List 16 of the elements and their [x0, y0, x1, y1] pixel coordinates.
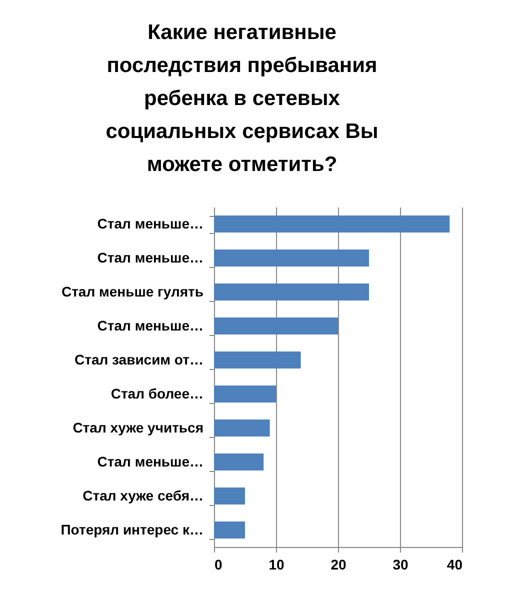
y-tick-label: Стал меньше…	[97, 454, 204, 470]
y-tick-label: Стал хуже себя…	[82, 488, 204, 504]
x-tick-label: 40	[446, 556, 463, 572]
x-tick-label: 10	[268, 556, 284, 572]
y-tick-label: Стал меньше гулять	[61, 284, 204, 300]
y-tick-label: Стал более…	[110, 386, 204, 402]
y-tick-label: Стал меньше…	[97, 318, 204, 334]
y-tick-label: Стал меньше…	[97, 216, 204, 232]
x-tick-label: 20	[330, 556, 346, 572]
x-tick-label: 30	[392, 556, 408, 572]
y-tick-label: Стал меньше…	[97, 250, 204, 266]
y-tick-label: Потерял интерес к…	[60, 522, 204, 538]
chart-title: Какие негативные последствия пребывания ребенка в сетевых социальных сервисах Вы можете отметить?	[106, 21, 378, 176]
y-tick-label: Стал зависим от…	[74, 352, 204, 368]
y-tick-label: Стал хуже учиться	[72, 420, 204, 436]
x-tick-label: 0	[214, 556, 222, 572]
